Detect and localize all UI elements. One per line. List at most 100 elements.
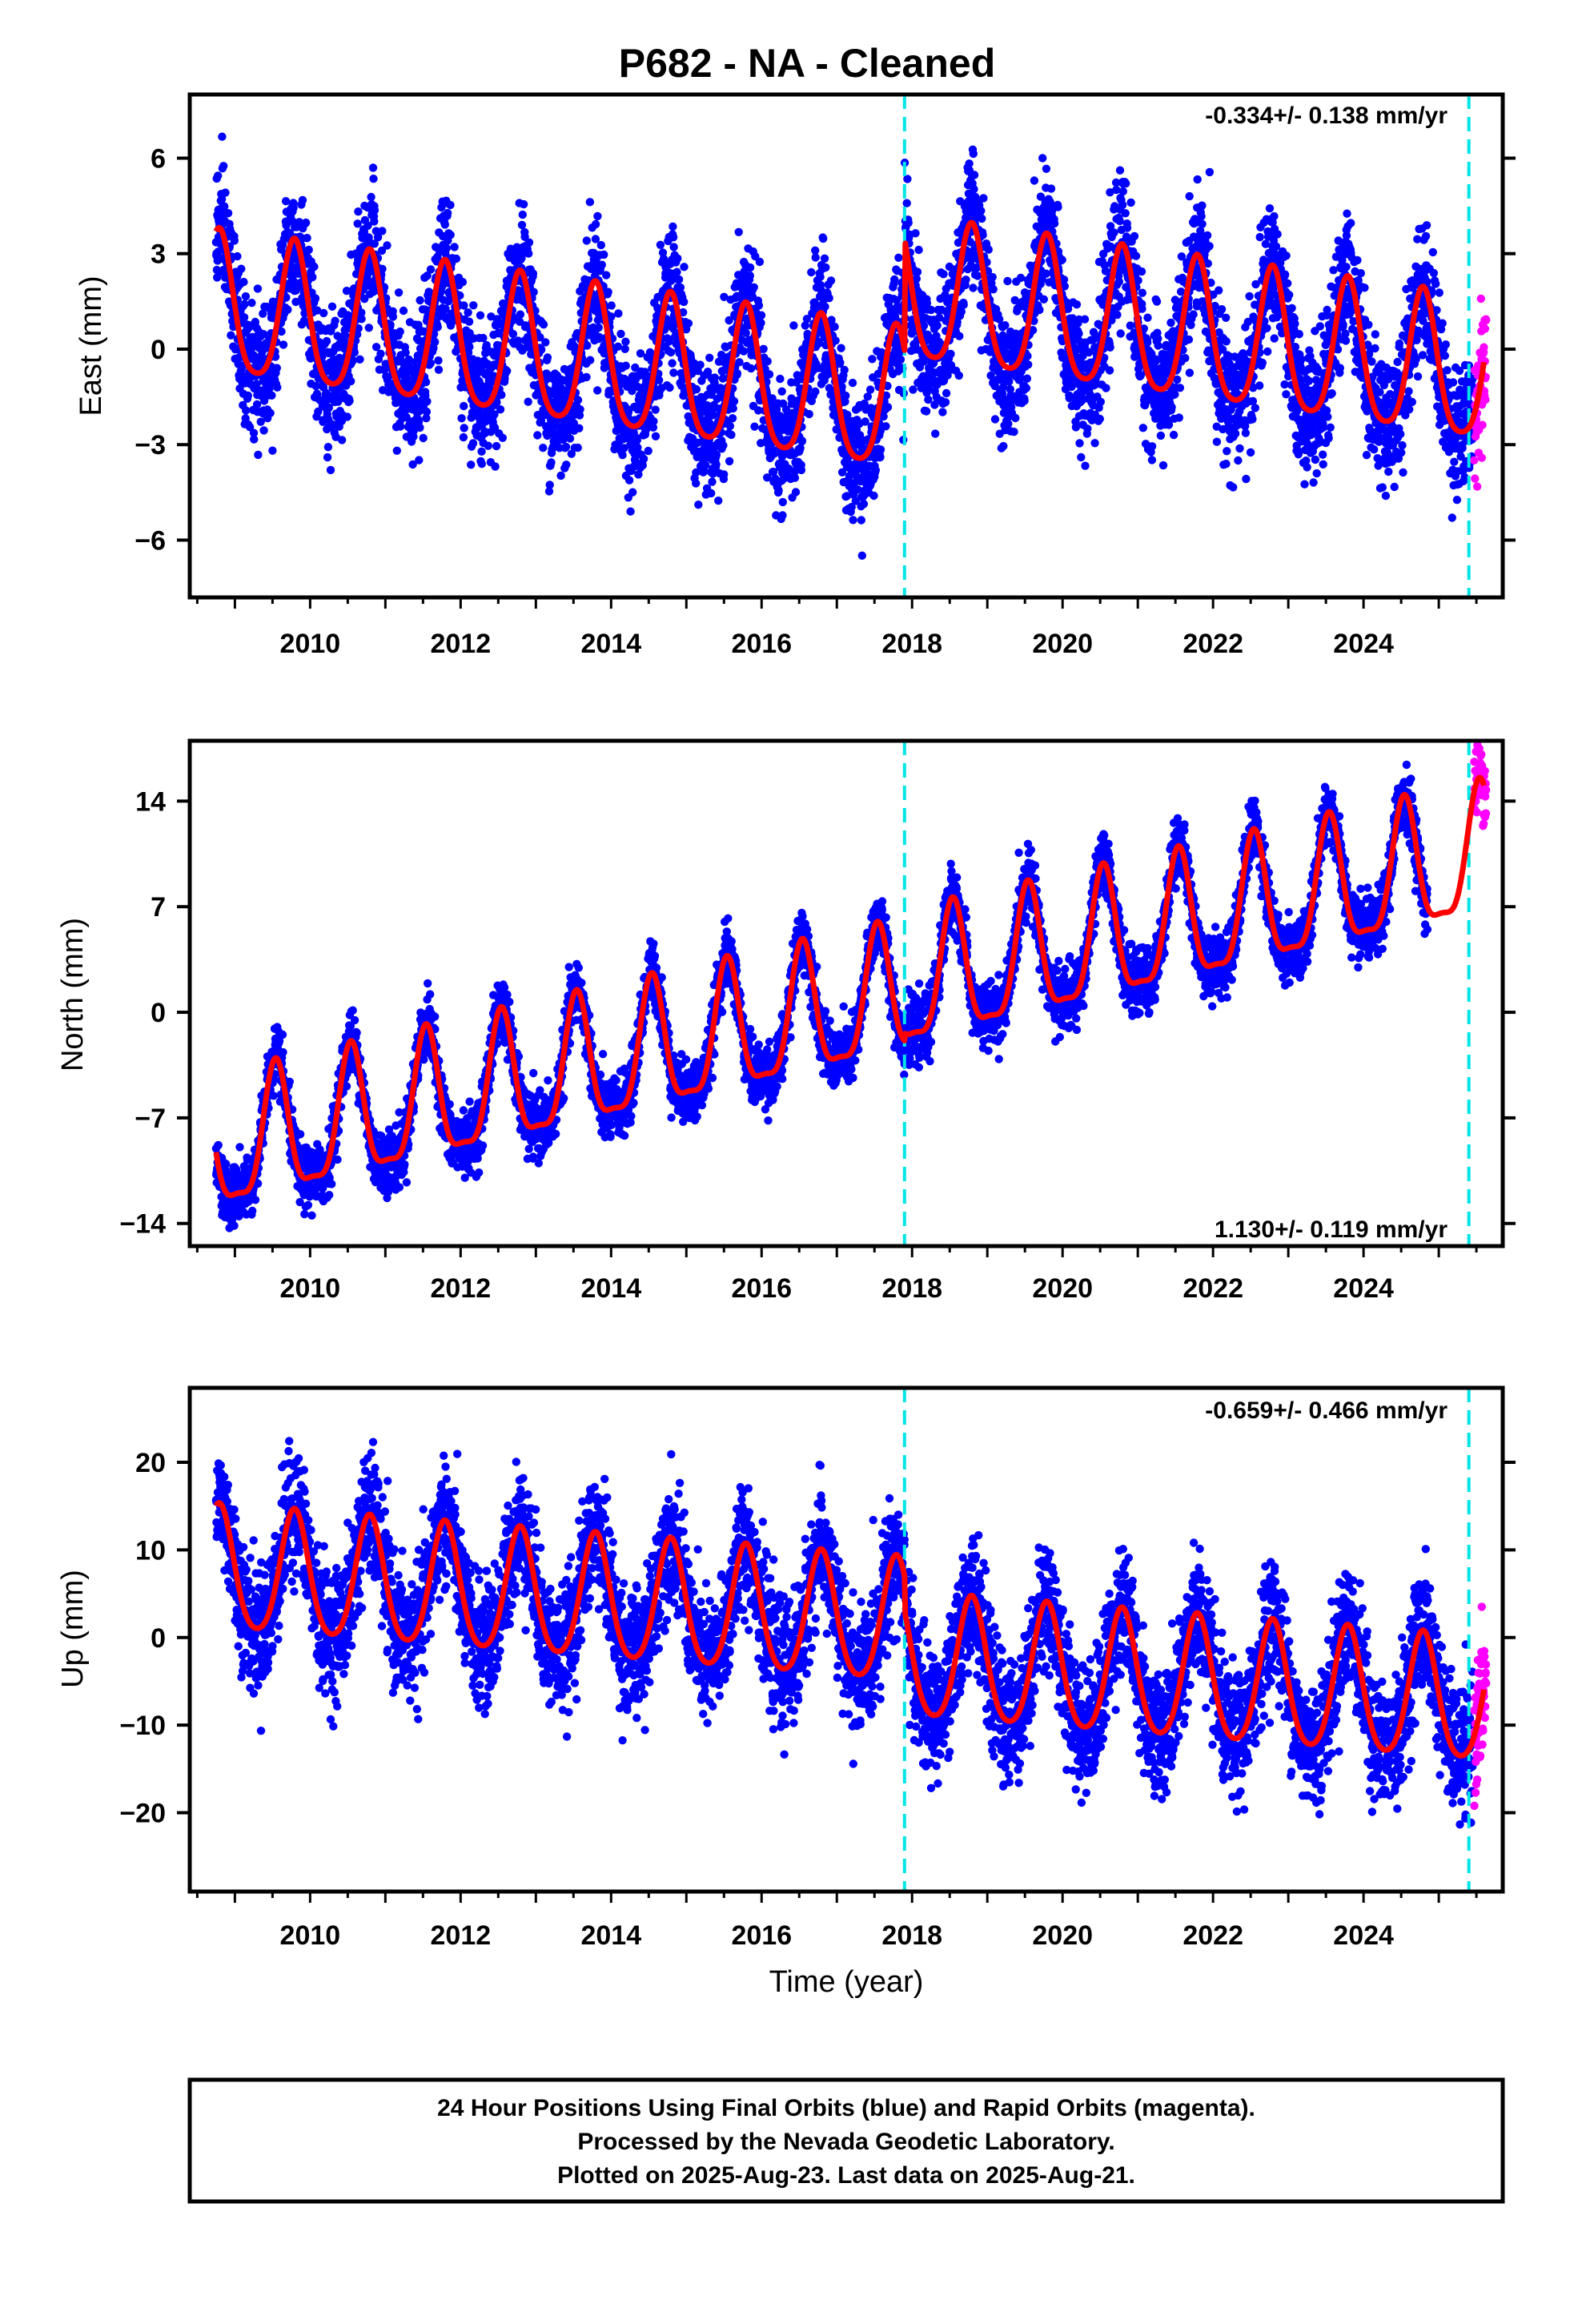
east-final-point [600,251,608,259]
east-final-point [492,442,500,450]
east-final-point [247,299,255,307]
east-final-point [827,276,835,284]
east-final-point [1102,384,1110,392]
east-final-point [1022,384,1030,392]
east-final-point [598,261,606,269]
east-final-point [423,397,431,405]
east-final-point [719,441,727,449]
east-final-point [491,462,499,470]
east-final-point [499,434,507,442]
east-final-point [819,235,827,243]
east-final-point [934,321,942,329]
east-final-point [279,340,287,348]
east-final-point [849,516,857,524]
east-final-point [1050,219,1058,227]
east-final-point [597,241,605,249]
east-final-point [460,301,468,309]
east-final-point [876,453,884,461]
east-final-point [516,311,524,319]
east-final-point [1222,460,1230,468]
east-final-point [665,384,673,392]
east-final-point [434,323,442,331]
east-final-point [673,268,681,276]
east-final-point [1132,252,1140,260]
east-final-point [1106,344,1114,352]
east-final-point [1176,384,1184,392]
east-final-point [556,472,564,480]
east-final-point [1157,432,1165,440]
east-final-point [250,435,258,443]
east-final-point [707,489,715,497]
east-final-point [310,263,318,271]
east-final-point [369,163,377,171]
east-final-point [841,366,849,374]
east-final-point [331,317,339,325]
east-final-point [416,296,424,304]
east-final-point [757,312,765,320]
east-final-point [1148,442,1156,450]
east-final-point [778,511,786,519]
east-final-point [922,407,930,415]
east-final-point [547,458,555,466]
east-final-point [675,275,683,283]
east-final-point [931,429,939,437]
east-final-point [1186,368,1194,376]
east-final-point [866,385,874,393]
east-final-point [1234,456,1242,464]
east-final-point [566,434,574,442]
east-final-point [725,457,733,465]
east-final-point [869,492,877,500]
east-final-point [1003,277,1011,285]
east-final-point [778,388,786,396]
east-final-point [1117,329,1125,337]
east-final-point [816,273,824,281]
east-final-point [836,359,844,367]
east-final-point [897,356,905,364]
east-final-point [586,198,594,206]
east-final-point [1116,217,1124,225]
east-final-point [524,249,532,257]
east-final-point [533,431,541,439]
east-final-point [696,360,704,368]
east-points-layer [212,133,1491,561]
east-final-point [469,439,477,447]
east-final-point [628,489,636,497]
east-final-point [1090,439,1098,447]
east-final-point [1096,415,1104,423]
east-final-point [529,269,537,277]
east-final-point [735,228,743,236]
east-final-point [655,376,663,384]
east-final-point [811,388,819,396]
east-final-point [574,444,582,452]
east-final-point [821,255,829,263]
east-final-point [765,370,773,378]
east-final-point [497,391,505,399]
east-final-point [586,356,594,364]
east-final-point [259,426,267,434]
east-final-point [323,337,331,345]
east-final-point [415,456,423,464]
east-final-point [985,246,993,254]
east-final-point [1139,424,1147,432]
east-final-point [669,233,677,241]
east-final-point [1035,306,1043,314]
east-final-point [1001,321,1009,329]
east-final-point [299,196,307,204]
east-final-point [544,353,552,361]
east-final-point [365,324,373,332]
east-final-point [977,207,985,215]
east-final-point [1170,431,1178,439]
east-final-point [244,392,252,400]
east-final-point [881,422,889,430]
east-final-point [219,162,227,170]
east-final-point [909,385,917,393]
east-final-point [540,320,548,328]
east-final-point [680,298,688,306]
east-final-point [367,193,375,201]
east-final-point [1110,228,1118,236]
east-final-point [273,384,281,392]
east-final-point [1134,276,1142,284]
east-final-point [673,255,681,263]
east-final-point [1167,403,1175,411]
east-final-point [237,265,245,273]
